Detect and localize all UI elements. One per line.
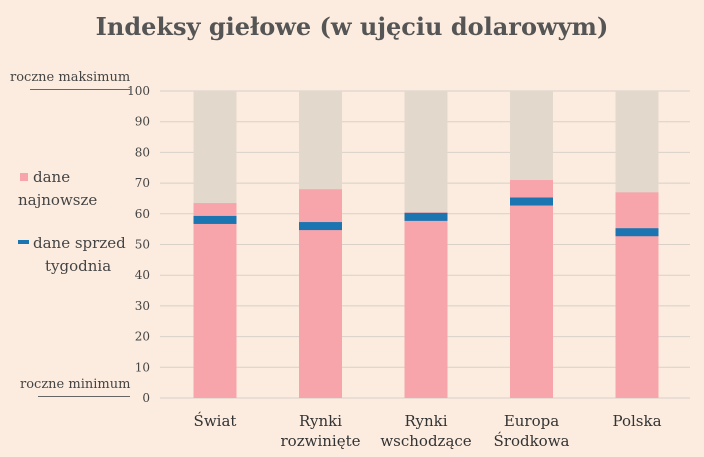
legend-swatch-previous (18, 240, 29, 244)
x-tick-label: Środkowa (494, 432, 570, 450)
previous-marker (193, 215, 237, 224)
previous-marker (299, 222, 342, 231)
legend-label-latest-1: dane (33, 168, 71, 186)
y-tick-label: 80 (135, 145, 150, 159)
x-tick-label: Świat (194, 412, 237, 430)
legend-label-previous-2: tygodnia (45, 257, 112, 275)
annotation-min: roczne minimum (20, 377, 131, 392)
legend-swatch-latest (20, 173, 28, 181)
annotation-min-underline (38, 396, 130, 397)
y-tick-label: 20 (135, 330, 150, 344)
x-tick-label: wschodzące (380, 432, 471, 450)
previous-marker (510, 197, 553, 206)
previous-marker (404, 212, 448, 221)
latest-bar (404, 212, 448, 398)
x-tick-label: Rynki (299, 412, 342, 430)
x-tick-label: rozwinięte (281, 432, 361, 450)
x-tick-label: Polska (612, 412, 661, 430)
y-tick-label: 10 (135, 360, 150, 374)
previous-marker (615, 228, 659, 237)
y-tick-label: 70 (135, 176, 150, 190)
y-tick-label: 100 (127, 84, 150, 98)
latest-bar (615, 192, 659, 398)
y-tick-label: 90 (135, 115, 150, 129)
legend-label-latest-2: najnowsze (18, 191, 98, 209)
y-tick-label: 30 (135, 299, 150, 313)
y-tick-label: 60 (135, 207, 150, 221)
y-tick-label: 40 (135, 268, 150, 282)
chart-title: Indeksy giełowe (w ujęciu dolarowym) (95, 12, 609, 41)
annotation-max: roczne maksimum (10, 70, 131, 85)
legend-label-previous-1: dane sprzed (33, 234, 126, 252)
x-tick-label: Europa (504, 412, 559, 430)
latest-bar (299, 189, 342, 398)
latest-bar (193, 203, 237, 398)
y-tick-label: 50 (135, 238, 150, 252)
y-tick-label: 0 (142, 391, 150, 405)
x-tick-label: Rynki (404, 412, 447, 430)
annotation-max-underline (30, 89, 130, 90)
latest-bar (510, 180, 553, 398)
